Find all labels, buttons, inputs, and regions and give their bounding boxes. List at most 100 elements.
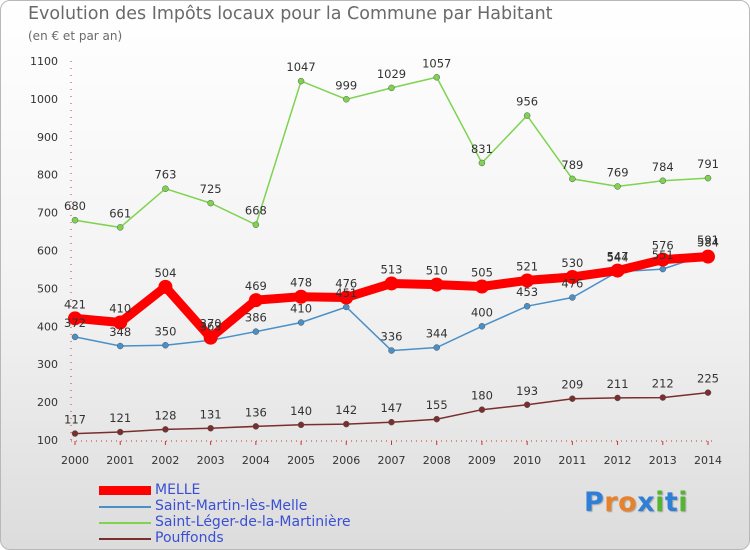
data-label: 348: [109, 325, 131, 339]
data-point: [339, 290, 354, 305]
proxiti-logo: Proxiti: [584, 487, 688, 518]
data-label: 386: [245, 311, 267, 325]
data-point: [71, 430, 79, 437]
series-saint-l-ger-de-la-martini-re: [71, 74, 712, 231]
chart-axes: 100 200 300 400 500 600 700 800 900 1000 1100 2000 2…: [30, 55, 722, 467]
y-tick-label: 100: [37, 434, 58, 447]
data-label: 344: [426, 327, 448, 341]
data-label: 504: [154, 266, 176, 280]
data-label: 668: [245, 204, 267, 218]
data-label: 999: [335, 78, 357, 92]
logo-letter: P: [584, 487, 605, 518]
data-label: 791: [697, 157, 719, 171]
data-label: 350: [154, 324, 176, 338]
data-label: 410: [290, 302, 312, 316]
data-label: 155: [426, 398, 448, 412]
series-melle: [68, 249, 715, 345]
data-point: [294, 289, 309, 304]
data-point: [655, 252, 670, 267]
data-point: [433, 415, 440, 423]
x-tick-label: 2011: [558, 454, 586, 467]
logo-letter: o: [618, 487, 638, 518]
data-label: 180: [471, 389, 493, 403]
data-label: 400: [471, 305, 493, 319]
data-label: 1047: [286, 60, 315, 74]
logo-letter: i: [655, 487, 665, 518]
data-point: [433, 74, 440, 81]
data-point: [158, 279, 173, 294]
data-label: 193: [516, 384, 538, 398]
data-point: [248, 293, 263, 308]
data-point: [116, 224, 124, 231]
data-point: [207, 199, 214, 207]
data-point: [162, 185, 169, 192]
x-tick-label: 2007: [378, 454, 406, 467]
data-label: 784: [652, 160, 674, 174]
data-point: [388, 84, 395, 92]
data-label: 128: [154, 408, 176, 422]
data-point: [113, 315, 128, 330]
data-point: [252, 221, 260, 228]
x-tick-label: 2001: [106, 454, 134, 467]
data-label: 410: [109, 302, 131, 316]
y-tick-label: 200: [37, 396, 58, 409]
data-point: [704, 174, 712, 182]
data-label: 142: [335, 403, 357, 417]
data-point: [614, 394, 621, 402]
data-point: [523, 302, 531, 310]
data-point: [523, 112, 531, 119]
x-tick-label: 2002: [151, 454, 179, 467]
data-label: 469: [245, 279, 267, 293]
data-label: 453: [516, 285, 538, 299]
x-tick-label: 2010: [513, 454, 541, 467]
x-tick-label: 2014: [694, 454, 722, 467]
data-label: 591: [697, 233, 719, 247]
x-tick-label: 2013: [649, 454, 677, 467]
data-label: 551: [652, 248, 674, 262]
series-line: [74, 76, 709, 229]
x-tick-label: 2005: [287, 454, 315, 467]
data-point: [384, 276, 399, 291]
data-label: 476: [335, 276, 357, 290]
data-point: [297, 319, 305, 326]
data-point: [343, 420, 350, 428]
data-label: 1057: [422, 56, 451, 70]
legend-swatch: [99, 506, 151, 508]
y-tick-label: 300: [37, 358, 58, 371]
x-tick-label: 2012: [604, 454, 632, 467]
data-point: [704, 389, 712, 396]
data-label: 831: [471, 142, 493, 156]
legend-swatch: [99, 486, 151, 495]
data-label: 530: [561, 256, 583, 270]
data-point: [297, 77, 305, 85]
data-point: [429, 277, 444, 292]
data-point: [343, 303, 350, 311]
x-tick-label: 2004: [242, 454, 270, 467]
legend-swatch: [99, 522, 151, 524]
data-point: [565, 270, 580, 285]
data-point: [116, 428, 124, 436]
legend-label: Pouffonds: [155, 530, 224, 546]
data-label: 521: [516, 259, 538, 273]
data-point: [701, 249, 715, 264]
data-point: [71, 333, 79, 341]
y-tick-label: 500: [37, 282, 58, 295]
data-point: [614, 183, 621, 190]
data-point: [162, 342, 169, 349]
data-label: 370: [200, 317, 222, 331]
data-point: [659, 265, 667, 273]
y-tick-label: 1100: [30, 55, 58, 68]
data-label: 510: [426, 264, 448, 278]
y-tick-label: 800: [37, 169, 58, 182]
data-label: 661: [109, 206, 131, 220]
data-point: [569, 175, 576, 183]
data-label: 131: [200, 407, 222, 421]
y-tick-label: 1000: [30, 93, 58, 106]
data-label: 680: [64, 199, 86, 213]
series-pouffonds: [71, 389, 712, 437]
x-tick-label: 2003: [197, 454, 225, 467]
data-label: 513: [381, 262, 403, 276]
data-label: 763: [154, 168, 176, 182]
